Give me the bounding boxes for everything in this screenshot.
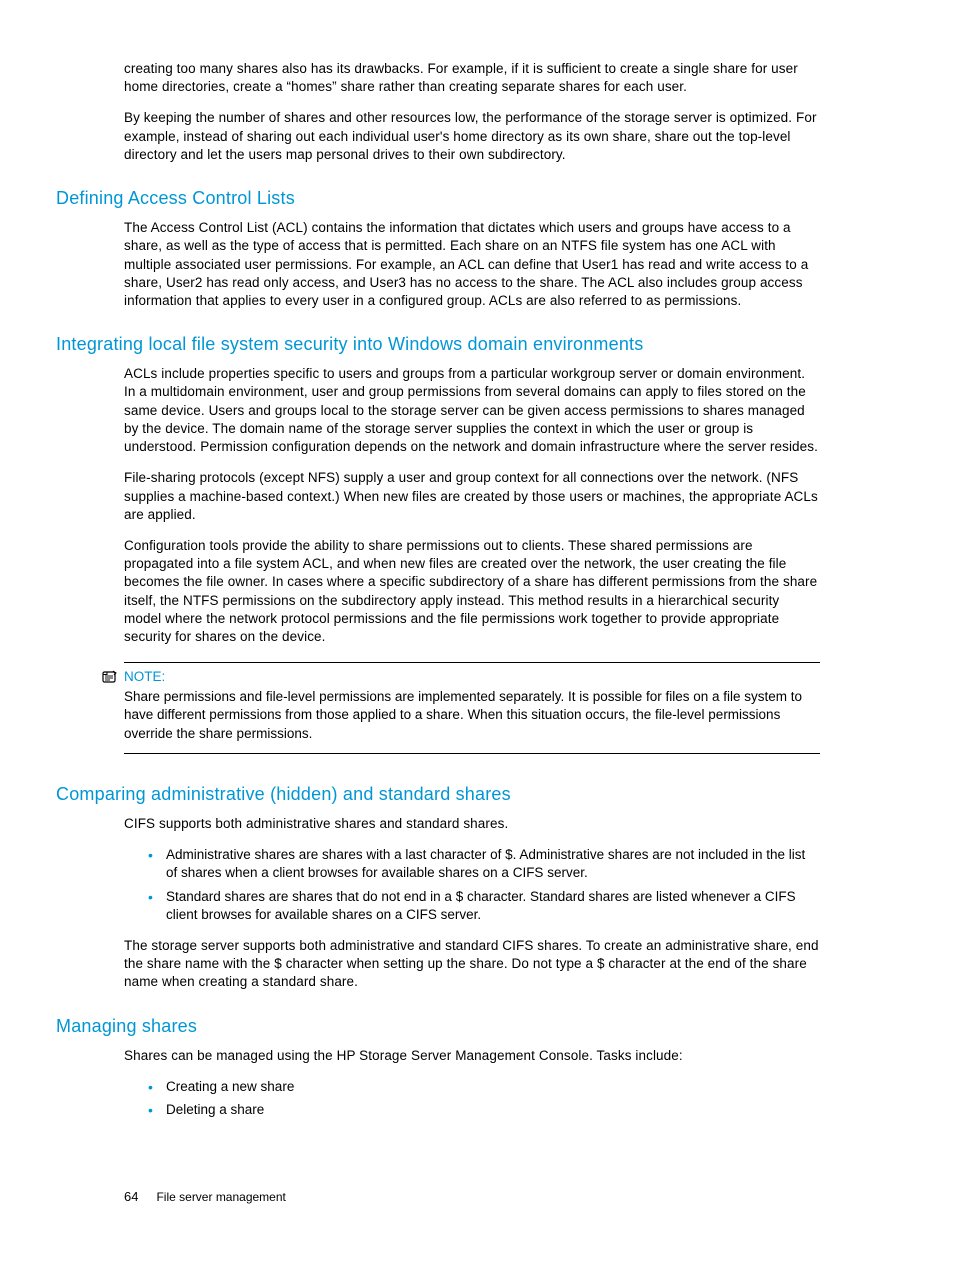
footer-title: File server management <box>156 1190 285 1204</box>
note-rule-bottom <box>124 753 820 754</box>
intro-paragraph-2: By keeping the number of shares and othe… <box>124 109 820 164</box>
page-footer: 64 File server management <box>124 1189 820 1204</box>
heading-managing: Managing shares <box>56 1016 820 1037</box>
acl-paragraph-1: The Access Control List (ACL) contains t… <box>124 219 820 310</box>
heading-comparing: Comparing administrative (hidden) and st… <box>56 784 820 805</box>
comparing-bullet-list: Administrative shares are shares with a … <box>148 846 820 924</box>
managing-paragraph-1: Shares can be managed using the HP Stora… <box>124 1047 820 1065</box>
comparing-paragraph-1: CIFS supports both administrative shares… <box>124 815 820 833</box>
managing-bullet-list: Creating a new share Deleting a share <box>148 1078 820 1119</box>
note-block: NOTE: Share permissions and file-level p… <box>124 662 820 754</box>
intro-paragraph-1: creating too many shares also has its dr… <box>124 60 820 96</box>
list-item: Deleting a share <box>148 1101 820 1119</box>
note-label: NOTE: <box>124 669 165 684</box>
list-item: Administrative shares are shares with a … <box>148 846 820 882</box>
comparing-paragraph-2: The storage server supports both adminis… <box>124 937 820 992</box>
list-item: Standard shares are shares that do not e… <box>148 888 820 924</box>
note-body: Share permissions and file-level permiss… <box>124 688 820 743</box>
note-rule-top <box>124 662 820 663</box>
list-item: Creating a new share <box>148 1078 820 1096</box>
page-number: 64 <box>124 1189 138 1204</box>
heading-integrating: Integrating local file system security i… <box>56 334 820 355</box>
integrating-paragraph-1: ACLs include properties specific to user… <box>124 365 820 456</box>
integrating-paragraph-2: File-sharing protocols (except NFS) supp… <box>124 469 820 524</box>
integrating-paragraph-3: Configuration tools provide the ability … <box>124 537 820 646</box>
heading-acl: Defining Access Control Lists <box>56 188 820 209</box>
note-icon <box>102 670 118 684</box>
note-header: NOTE: <box>102 669 820 684</box>
